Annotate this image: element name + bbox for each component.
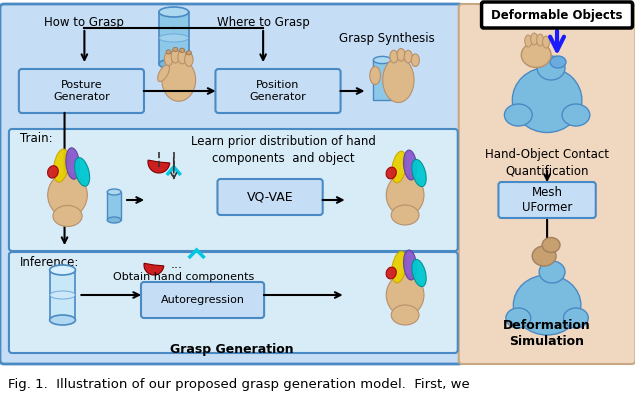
Ellipse shape	[550, 56, 566, 68]
Ellipse shape	[66, 148, 79, 179]
Bar	[159, 12, 189, 64]
Ellipse shape	[543, 36, 550, 48]
Text: VQ-VAE: VQ-VAE	[247, 191, 293, 204]
Text: Mesh
UFormer: Mesh UFormer	[522, 186, 572, 214]
FancyBboxPatch shape	[216, 69, 340, 113]
Text: Inference:: Inference:	[20, 256, 79, 269]
Text: Grasp Synthesis: Grasp Synthesis	[339, 32, 435, 45]
Text: How to Grasp: How to Grasp	[44, 16, 124, 29]
Wedge shape	[148, 160, 170, 173]
Ellipse shape	[173, 47, 178, 52]
Ellipse shape	[386, 167, 396, 179]
Ellipse shape	[387, 274, 424, 316]
Ellipse shape	[383, 58, 414, 102]
Ellipse shape	[108, 217, 121, 223]
FancyArrowPatch shape	[550, 31, 564, 50]
Ellipse shape	[50, 315, 76, 325]
Text: Deformation
Simulation: Deformation Simulation	[503, 319, 591, 348]
Ellipse shape	[537, 34, 543, 46]
Ellipse shape	[539, 261, 565, 283]
Text: Deformable Objects: Deformable Objects	[492, 8, 623, 21]
Ellipse shape	[159, 34, 189, 42]
Ellipse shape	[392, 251, 406, 283]
Ellipse shape	[157, 65, 170, 81]
FancyBboxPatch shape	[459, 4, 636, 364]
Ellipse shape	[391, 205, 419, 225]
Bar	[108, 192, 121, 220]
Ellipse shape	[412, 159, 426, 187]
Ellipse shape	[178, 50, 186, 64]
Ellipse shape	[53, 206, 82, 226]
FancyBboxPatch shape	[0, 4, 463, 364]
Ellipse shape	[522, 42, 551, 67]
Ellipse shape	[525, 35, 532, 47]
Text: Autoregression: Autoregression	[161, 295, 244, 305]
FancyBboxPatch shape	[141, 282, 264, 318]
FancyBboxPatch shape	[481, 2, 632, 28]
Bar	[50, 270, 76, 320]
FancyBboxPatch shape	[9, 129, 458, 251]
Ellipse shape	[159, 7, 189, 17]
Ellipse shape	[184, 53, 193, 66]
Ellipse shape	[390, 50, 398, 63]
Ellipse shape	[392, 151, 406, 183]
FancyBboxPatch shape	[218, 179, 323, 215]
Ellipse shape	[391, 305, 419, 325]
Ellipse shape	[532, 246, 556, 266]
Ellipse shape	[186, 51, 191, 55]
Text: Where to Grasp: Where to Grasp	[217, 16, 310, 29]
Ellipse shape	[504, 104, 532, 126]
Text: Fig. 1.  Illustration of our proposed grasp generation model.  First, we: Fig. 1. Illustration of our proposed gra…	[8, 378, 470, 391]
Ellipse shape	[387, 174, 424, 216]
Ellipse shape	[108, 189, 121, 195]
Ellipse shape	[159, 59, 189, 69]
Ellipse shape	[386, 267, 396, 279]
Ellipse shape	[412, 260, 426, 287]
Ellipse shape	[50, 265, 76, 275]
FancyBboxPatch shape	[19, 69, 144, 113]
Ellipse shape	[562, 104, 590, 126]
FancyBboxPatch shape	[9, 252, 458, 353]
Ellipse shape	[412, 54, 419, 66]
Ellipse shape	[166, 50, 171, 54]
Ellipse shape	[373, 56, 391, 64]
Ellipse shape	[404, 50, 412, 63]
Ellipse shape	[397, 48, 405, 61]
Ellipse shape	[563, 308, 588, 328]
Ellipse shape	[542, 237, 560, 253]
Ellipse shape	[537, 56, 565, 80]
Ellipse shape	[48, 173, 87, 217]
Wedge shape	[144, 263, 164, 275]
Ellipse shape	[171, 50, 180, 63]
Ellipse shape	[74, 158, 90, 186]
Text: Position
Generator: Position Generator	[250, 80, 307, 102]
Text: Train:: Train:	[20, 132, 52, 145]
Ellipse shape	[531, 33, 538, 45]
Ellipse shape	[404, 150, 417, 180]
Ellipse shape	[54, 149, 69, 182]
Ellipse shape	[50, 291, 76, 299]
Text: Hand-Object Contact
Quantification: Hand-Object Contact Quantification	[485, 148, 609, 178]
Ellipse shape	[180, 48, 184, 52]
Ellipse shape	[47, 166, 58, 178]
Text: Learn prior distribution of hand
components  and object: Learn prior distribution of hand compone…	[191, 135, 376, 165]
Text: Grasp Generation: Grasp Generation	[170, 343, 293, 356]
Ellipse shape	[164, 52, 173, 66]
Ellipse shape	[370, 66, 381, 85]
Text: Obtain hand components: Obtain hand components	[113, 272, 254, 282]
Ellipse shape	[404, 250, 417, 280]
Bar	[373, 60, 391, 100]
Ellipse shape	[162, 59, 196, 101]
Ellipse shape	[506, 308, 531, 328]
Text: Posture
Generator: Posture Generator	[53, 80, 110, 102]
FancyBboxPatch shape	[499, 182, 596, 218]
Ellipse shape	[513, 67, 582, 133]
Text: ...: ...	[171, 258, 183, 272]
Ellipse shape	[513, 275, 581, 335]
